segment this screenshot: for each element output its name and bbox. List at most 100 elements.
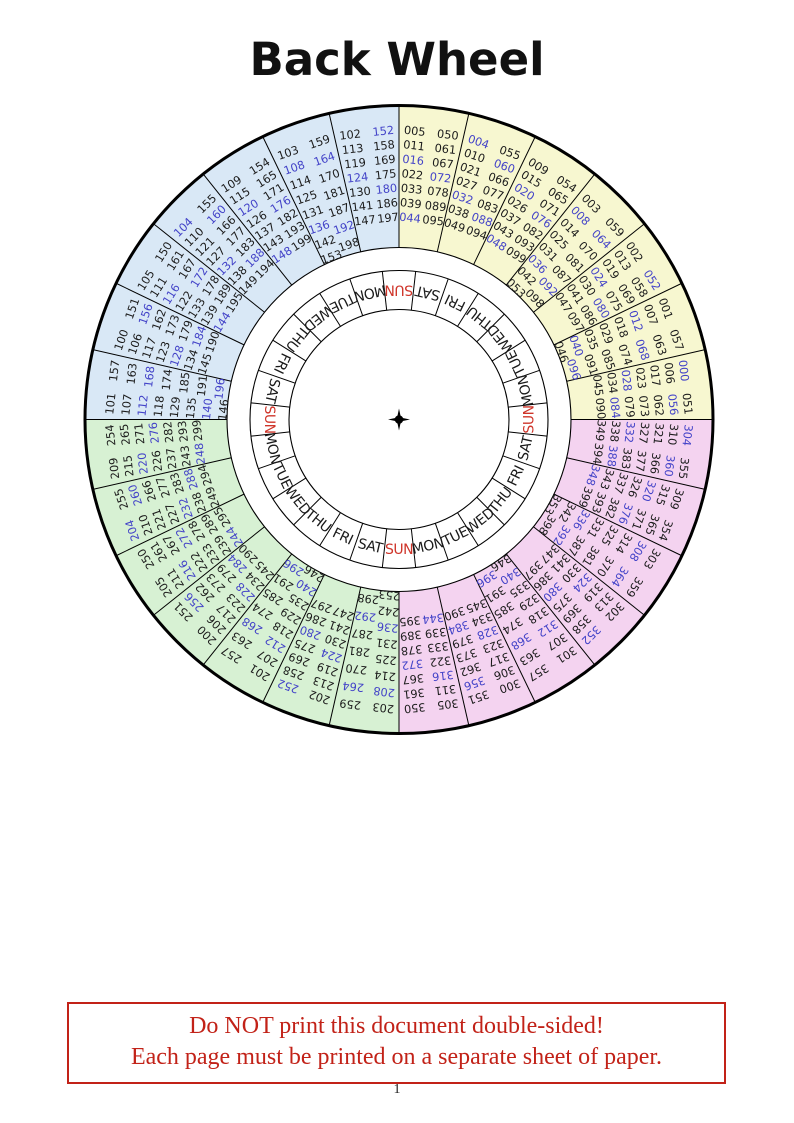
sector-divider [202,553,293,666]
day-cell-divider [476,313,505,343]
sector-divider [262,574,325,703]
year-number: 237 [164,447,179,470]
year-number: 265 [118,423,133,446]
quadrant-wedge-yellow [399,105,713,420]
year-number-leap: 264 [342,679,365,694]
year-number: 339 [424,625,447,640]
year-number-leap: 292 [354,608,377,623]
year-number-leap: 276 [147,421,162,444]
year-number: 270 [345,661,368,676]
day-label: MON [411,535,446,558]
day-label: SAT [515,434,536,463]
year-number: 067 [431,156,454,171]
year-number-leap: 112 [135,394,150,417]
year-number: 175 [374,167,397,182]
year-number: 197 [377,211,400,226]
day-label-sunday: SUN [261,405,277,433]
year-number-leap: 316 [431,668,454,683]
day-label: SAT [261,377,282,406]
year-number: 191 [195,374,210,397]
day-label-sunday: SUN [521,405,537,433]
year-number: 254 [103,424,118,447]
year-number: 259 [339,696,362,711]
sector-divider [328,113,362,252]
sector-divider [115,282,245,346]
year-number-leap: 344 [422,610,445,625]
day-cell-divider [293,496,322,526]
sector-divider [262,136,325,265]
year-number: 174 [160,368,175,391]
year-number: 017 [647,364,662,387]
year-number: 073 [636,395,651,418]
year-number: 051 [679,392,694,415]
day-cell-divider [410,528,417,568]
year-number: 253 [378,587,401,602]
page-title: Back Wheel [249,33,545,86]
year-number: 367 [402,671,425,686]
year-number: 061 [434,142,457,157]
page-number: 1 [393,1082,401,1097]
sector-divider [92,349,232,382]
day-label-sunday: SUN [385,281,413,297]
year-number: 287 [351,626,374,641]
wheel-outer-border [83,104,715,735]
year-number: 322 [429,653,452,668]
year-number: 169 [373,153,396,168]
year-number: 271 [132,422,147,445]
year-number: 005 [403,124,426,139]
day-cell-divider [250,402,290,408]
year-number-leap: 056 [665,393,680,416]
year-number-leap: 016 [402,153,425,168]
sector-divider [328,587,362,726]
sector-divider [533,526,645,616]
day-cell-divider [502,369,540,384]
sector-divider [505,173,596,286]
sector-divider [115,493,245,557]
year-number-leap: 236 [376,619,399,634]
day-cell-divider [491,477,526,500]
sector-divider [153,223,265,313]
year-number: 157 [107,359,122,382]
sector-divider [92,457,232,490]
sector-divider [533,223,645,313]
year-number: 282 [161,421,176,444]
year-number: 311 [434,682,457,697]
day-cell-divider [381,528,388,568]
year-number: 050 [436,127,459,142]
day-cell-divider [349,278,364,316]
number-ring-inner-border [226,246,572,593]
year-number: 298 [357,591,380,606]
sector-divider [553,493,683,557]
year-number-leap: 372 [401,657,424,672]
year-number: 163 [125,362,140,385]
year-number: 118 [152,395,167,418]
warning-line-1: Do NOT print this document double-sided! [189,1013,604,1039]
center-star-hub [394,415,404,424]
day-cell-divider [272,339,307,362]
year-number-leap: 180 [375,182,398,197]
year-number: 113 [341,142,364,157]
day-cell-divider [319,512,341,546]
year-number: 006 [661,362,676,385]
year-number: 039 [399,196,422,211]
day-label: MON [261,431,284,466]
sector-divider [202,173,293,286]
year-number-leap: 360 [661,454,676,477]
year-number-leap: 000 [676,359,691,382]
day-cell-divider [258,369,296,384]
year-number: 209 [107,457,122,480]
year-number: 366 [647,452,662,475]
year-number: 378 [400,642,423,657]
year-number: 327 [636,421,651,444]
year-number: 102 [339,127,362,142]
day-ring-inner-border [288,308,510,531]
year-number-leap: 072 [429,170,452,185]
year-number: 147 [353,213,376,228]
year-number: 045 [590,374,605,397]
year-number: 281 [348,643,371,658]
day-label-sunday: SUN [385,542,413,558]
warning-line-2: Each page must be printed on a separate … [130,1044,663,1070]
day-cell-divider [434,523,449,561]
quadrant-wedge-green [85,419,399,734]
